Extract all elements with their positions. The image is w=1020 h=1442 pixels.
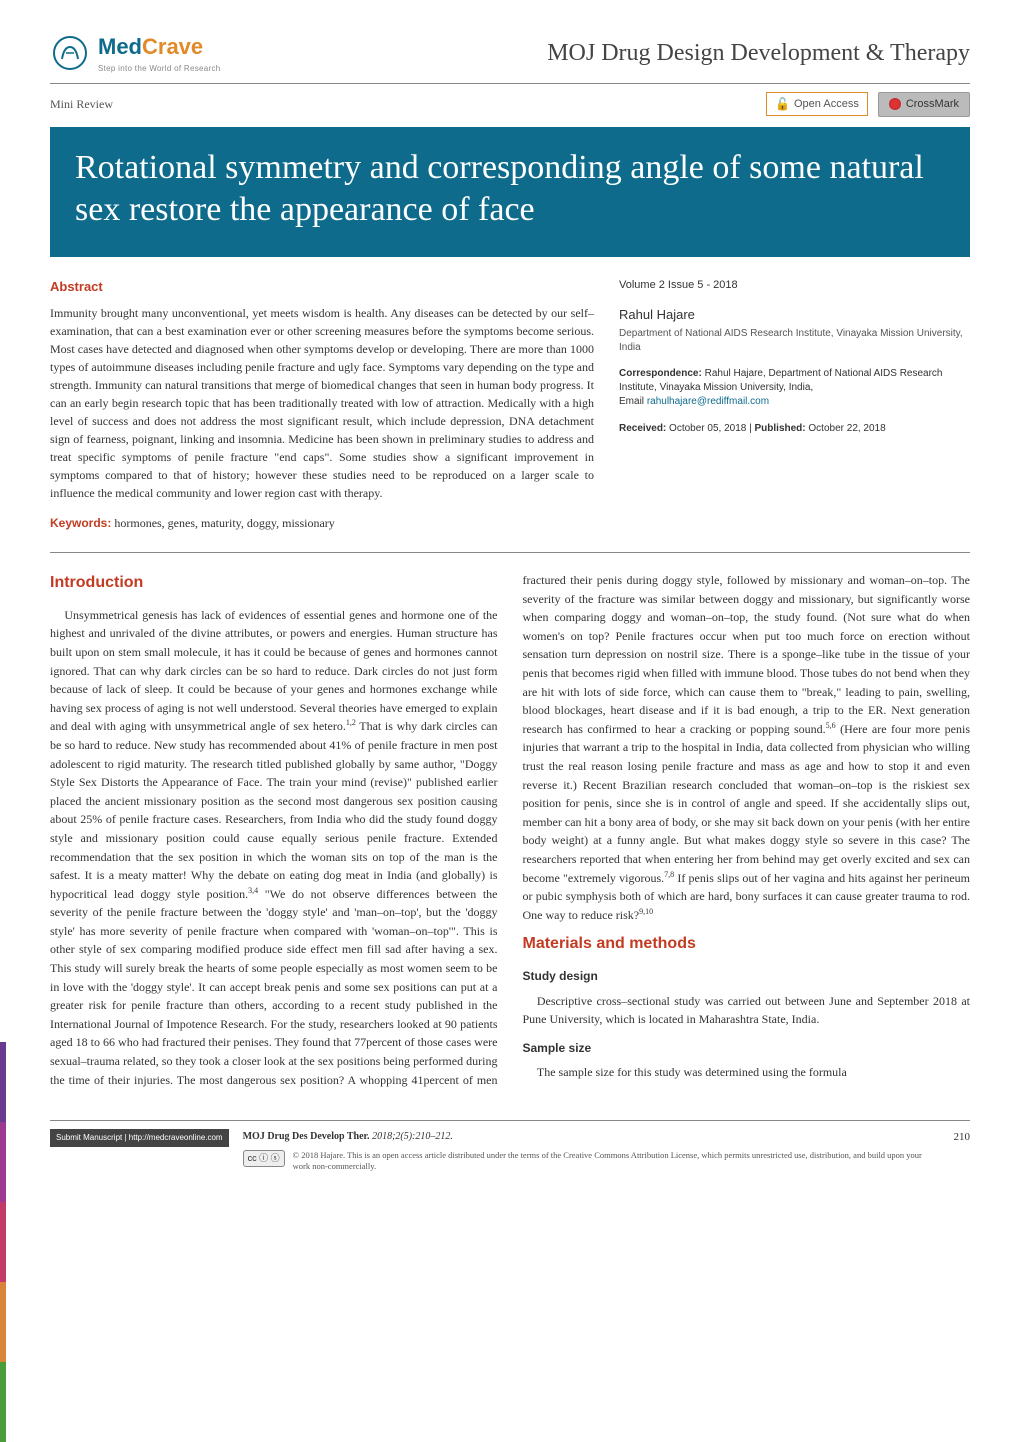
- sample-size-heading: Sample size: [523, 1039, 971, 1058]
- page-number: 210: [954, 1129, 971, 1146]
- cc-license-badge: cc ⓘ ⓢ: [243, 1150, 285, 1168]
- keywords-line: Keywords: hormones, genes, maturity, dog…: [50, 514, 594, 532]
- abstract-body: Immunity brought many unconventional, ye…: [50, 304, 594, 502]
- title-banner: Rotational symmetry and corresponding an…: [50, 127, 970, 257]
- decorative-side-bars: [0, 1042, 6, 1442]
- study-design-heading: Study design: [523, 967, 971, 986]
- study-design-paragraph: Descriptive cross–sectional study was ca…: [523, 992, 971, 1029]
- introduction-heading: Introduction: [50, 571, 498, 596]
- article-title: Rotational symmetry and corresponding an…: [75, 147, 945, 232]
- header-rule: [50, 83, 970, 84]
- issue-line: Volume 2 Issue 5 - 2018: [619, 277, 970, 294]
- abstract-heading: Abstract: [50, 277, 594, 297]
- journal-title: MOJ Drug Design Development & Therapy: [547, 35, 970, 71]
- logo-tagline: Step into the World of Research: [98, 63, 221, 75]
- logo-text: MedCrave: [98, 30, 221, 63]
- cc-license-text: © 2018 Hajare. This is an open access ar…: [293, 1150, 940, 1172]
- logo-icon: [50, 33, 90, 73]
- article-type: Mini Review: [50, 95, 113, 113]
- materials-methods-heading: Materials and methods: [523, 932, 971, 957]
- article-meta-row: Mini Review 🔓 Open Access CrossMark: [50, 92, 970, 117]
- article-body: Introduction Unsymmetrical genesis has l…: [50, 571, 970, 1090]
- section-rule: [50, 552, 970, 553]
- author-name: Rahul Hajare: [619, 305, 970, 325]
- author-affiliation: Department of National AIDS Research Ins…: [619, 327, 970, 355]
- author-email[interactable]: rahulhajare@rediffmail.com: [647, 396, 769, 407]
- citation: MOJ Drug Des Develop Ther. 2018;2(5):210…: [243, 1129, 940, 1144]
- open-access-badge: 🔓 Open Access: [766, 92, 868, 116]
- abstract-and-meta: Abstract Immunity brought many unconvent…: [50, 277, 970, 533]
- crossmark-icon: [889, 98, 901, 110]
- page-header: MedCrave Step into the World of Research…: [50, 30, 970, 75]
- sample-size-paragraph: The sample size for this study was deter…: [523, 1063, 971, 1082]
- correspondence-block: Correspondence: Rahul Hajare, Department…: [619, 367, 970, 409]
- open-lock-icon: 🔓: [775, 95, 790, 113]
- keywords-label: Keywords:: [50, 516, 111, 530]
- submit-manuscript-badge[interactable]: Submit Manuscript | http://medcraveonlin…: [50, 1129, 229, 1147]
- crossmark-badge[interactable]: CrossMark: [878, 92, 970, 117]
- page-footer: Submit Manuscript | http://medcraveonlin…: [50, 1120, 970, 1172]
- article-dates: Received: October 05, 2018 | Published: …: [619, 421, 970, 436]
- keywords-value: hormones, genes, maturity, doggy, missio…: [111, 516, 334, 530]
- publisher-logo: MedCrave Step into the World of Research: [50, 30, 221, 75]
